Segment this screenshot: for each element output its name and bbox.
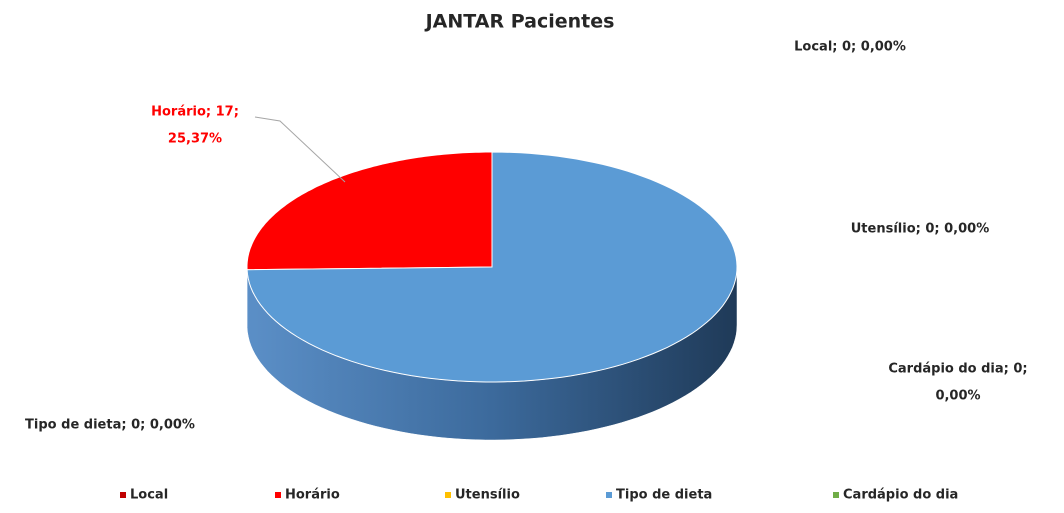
legend-label: Utensílio	[455, 488, 520, 503]
legend-label: Local	[130, 488, 168, 503]
pie-slice	[246, 151, 493, 271]
legend-label: Horário	[285, 488, 340, 503]
data-label: 25,37%	[168, 132, 222, 147]
legend-label: Tipo de dieta	[616, 488, 712, 503]
leader-line	[254, 116, 346, 183]
legend-marker	[275, 492, 281, 498]
data-label: Horário; 17;	[151, 105, 239, 120]
data-label: 0,00%	[935, 389, 980, 404]
legend-marker	[606, 492, 612, 498]
legend-marker	[120, 492, 126, 498]
data-label: Local; 0; 0,00%	[794, 40, 906, 55]
pie-slice	[246, 151, 738, 383]
legend-marker	[833, 492, 839, 498]
data-label: Tipo de dieta; 0; 0,00%	[25, 418, 195, 433]
data-label: Cardápio do dia; 0;	[888, 362, 1027, 377]
legend-marker	[445, 492, 451, 498]
data-label: Utensílio; 0; 0,00%	[851, 222, 989, 237]
chart-title: JANTAR Pacientes	[424, 11, 615, 33]
legend-label: Cardápio do dia	[843, 488, 958, 503]
